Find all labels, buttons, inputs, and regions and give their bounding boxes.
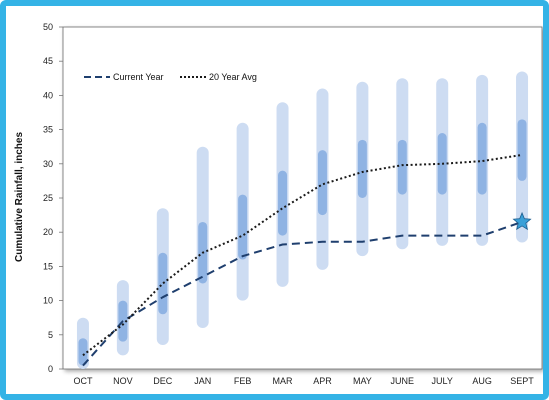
range-bar-inner-aug bbox=[477, 122, 487, 195]
y-tick-label: 25 bbox=[43, 193, 53, 203]
x-tick-label: MAY bbox=[353, 376, 372, 386]
x-tick-label: JAN bbox=[194, 376, 211, 386]
range-bar-inner-dec bbox=[158, 252, 168, 315]
y-tick-label: 20 bbox=[43, 227, 53, 237]
y-tick-label: 0 bbox=[48, 364, 53, 374]
range-bar-inner-mar bbox=[278, 170, 288, 236]
y-tick-label: 10 bbox=[43, 296, 53, 306]
y-tick-label: 15 bbox=[43, 261, 53, 271]
x-axis-ticks: OCT NOV DEC JAN FEB MAR APR MAY JUNE JULY AUG SEPT bbox=[73, 376, 534, 386]
range-bar-inner-apr bbox=[317, 150, 327, 216]
x-tick-label: JULY bbox=[432, 376, 453, 386]
x-tick-label: APR bbox=[313, 376, 332, 386]
marker-layer bbox=[512, 211, 532, 231]
star-marker bbox=[512, 211, 532, 231]
range-bar-inner-june bbox=[397, 139, 407, 195]
x-tick-label: MAR bbox=[273, 376, 294, 386]
x-tick-label: FEB bbox=[234, 376, 252, 386]
y-axis-ticks: 0 5 10 15 20 25 30 35 40 45 50 bbox=[43, 22, 63, 374]
series-line-current-year bbox=[82, 220, 523, 367]
range-bar-inner-sept bbox=[517, 119, 527, 181]
y-tick-label: 30 bbox=[43, 159, 53, 169]
x-tick-label: NOV bbox=[113, 376, 133, 386]
y-tick-label: 50 bbox=[43, 22, 53, 32]
x-tick-label: AUG bbox=[472, 376, 492, 386]
y-tick-label: 40 bbox=[43, 90, 53, 100]
x-tick-label: JUNE bbox=[391, 376, 415, 386]
range-bar-inner-may bbox=[357, 139, 367, 198]
y-tick-label: 35 bbox=[43, 125, 53, 135]
legend: Current Year 20 Year Avg bbox=[84, 72, 257, 82]
legend-label-current-year: Current Year bbox=[113, 72, 164, 82]
x-tick-label: OCT bbox=[73, 376, 93, 386]
series-lines bbox=[82, 153, 523, 367]
range-bar-inner-oct bbox=[78, 338, 88, 366]
y-axis-label: Cumulative Rainfall, inches bbox=[14, 132, 25, 262]
y-tick-label: 5 bbox=[48, 330, 53, 340]
x-tick-label: DEC bbox=[153, 376, 173, 386]
range-bar-inner-feb bbox=[238, 194, 248, 260]
y-tick-label: 45 bbox=[43, 56, 53, 66]
legend-label-20-year-avg: 20 Year Avg bbox=[209, 72, 257, 82]
x-tick-label: SEPT bbox=[510, 376, 534, 386]
plot-area bbox=[62, 26, 543, 370]
